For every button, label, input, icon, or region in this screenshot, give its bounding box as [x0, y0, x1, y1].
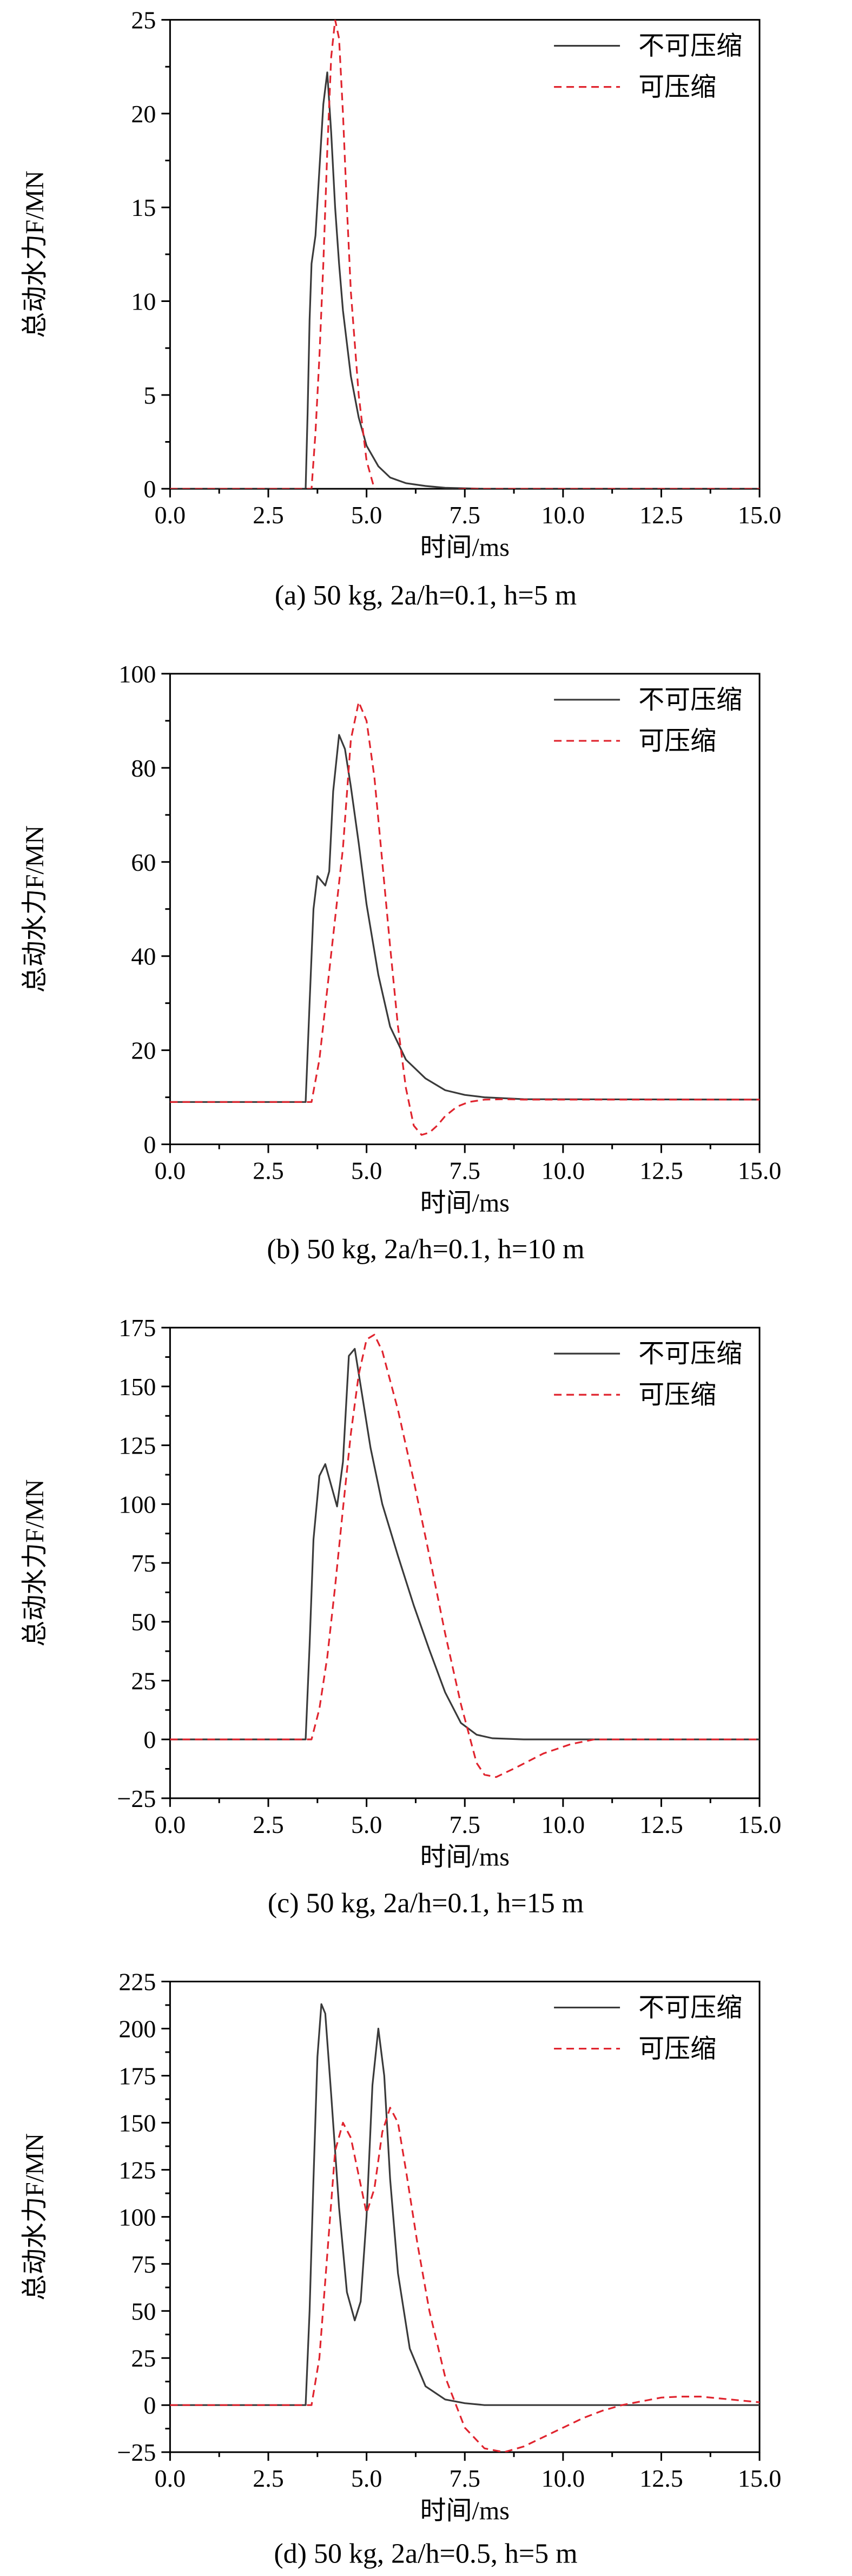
y-tick-label: 25	[131, 6, 156, 34]
chart-panel-c: 0.0 2.5 5.0 7.5 10.0 12.5 15.0 −25 0 25 50 75 100 125…	[21, 1314, 781, 1918]
y-tick-label: 40	[131, 943, 156, 970]
y-tick-label: 200	[118, 2015, 156, 2043]
y-axis-label: 总动水力F/MN	[21, 1479, 49, 1646]
y-tick-label: 80	[131, 754, 156, 782]
y-tick-label: 100	[118, 1490, 156, 1518]
x-tick-label: 5.0	[351, 501, 382, 529]
y-tick-label: 0	[143, 2391, 156, 2419]
x-tick-label: 15.0	[738, 501, 782, 529]
legend-label: 可压缩	[638, 727, 716, 755]
x-axis-label: 时间/ms	[420, 533, 510, 562]
y-tick-label: 20	[131, 1037, 156, 1064]
series-line-compressible	[170, 2107, 760, 2453]
y-tick-label: 75	[131, 1549, 156, 1577]
chart-panel-a: 0.0 2.5 5.0 7.5 10.0 12.5 15.0 0 5 10 15 20 25 时间/ms 总…	[21, 6, 781, 611]
y-tick-label: 25	[131, 2344, 156, 2372]
y-axis-label: 总动水力F/MN	[21, 825, 49, 993]
x-tick-label: 15.0	[738, 1157, 782, 1185]
x-tick-label: 12.5	[639, 2465, 683, 2492]
chart-panel-b: 0.0 2.5 5.0 7.5 10.0 12.5 15.0 0 20 40 60 80 100 时间/m…	[21, 660, 781, 1265]
x-tick-label: 10.0	[541, 1157, 585, 1185]
y-tick-label: −25	[117, 2439, 156, 2466]
y-tick-label: 25	[131, 1667, 156, 1694]
y-tick-label: 60	[131, 849, 156, 876]
y-tick-label: 125	[118, 1432, 156, 1460]
x-tick-label: 10.0	[541, 1811, 585, 1838]
x-tick-label: 7.5	[449, 1157, 480, 1185]
panel-caption: (b) 50 kg, 2a/h=0.1, h=10 m	[267, 1234, 584, 1265]
y-tick-label: 10	[131, 288, 156, 316]
y-tick-label: 125	[118, 2156, 156, 2184]
legend-label: 可压缩	[638, 2035, 716, 2064]
x-tick-label: 7.5	[449, 501, 480, 529]
y-tick-label: 50	[131, 2297, 156, 2325]
x-tick-label: 7.5	[449, 1811, 480, 1838]
chart-panel-d: 0.0 2.5 5.0 7.5 10.0 12.5 15.0 −25 0 25 50 75 100 125…	[21, 1968, 781, 2570]
x-tick-label: 2.5	[253, 501, 284, 529]
x-tick-label: 2.5	[253, 1157, 284, 1185]
legend-label: 不可压缩	[638, 1994, 742, 2022]
panel-caption: (c) 50 kg, 2a/h=0.1, h=15 m	[268, 1888, 584, 1918]
y-tick-label: 225	[118, 1968, 156, 1996]
series-line-compressible	[170, 701, 760, 1136]
x-tick-label: 12.5	[639, 1157, 683, 1185]
series-line-compressible	[170, 1333, 760, 1778]
y-tick-label: 0	[143, 1131, 156, 1159]
x-tick-label: 7.5	[449, 2465, 480, 2492]
x-tick-label: 0.0	[155, 1811, 186, 1838]
legend-label: 不可压缩	[638, 32, 742, 61]
x-tick-label: 0.0	[155, 2465, 186, 2492]
legend-label: 不可压缩	[638, 686, 742, 714]
x-tick-label: 12.5	[639, 1811, 683, 1838]
y-axis-label: 总动水力F/MN	[21, 170, 49, 338]
x-tick-label: 12.5	[639, 501, 683, 529]
x-tick-label: 5.0	[351, 1811, 382, 1838]
x-tick-label: 5.0	[351, 2465, 382, 2492]
y-tick-label: 75	[131, 2250, 156, 2278]
series-line-incompressible	[170, 2003, 760, 2406]
panel-caption: (d) 50 kg, 2a/h=0.5, h=5 m	[274, 2539, 577, 2570]
x-tick-label: 10.0	[541, 2465, 585, 2492]
x-tick-label: 15.0	[738, 1811, 782, 1838]
x-tick-label: 5.0	[351, 1157, 382, 1185]
y-tick-label: 100	[118, 660, 156, 688]
panel-caption: (a) 50 kg, 2a/h=0.1, h=5 m	[275, 580, 577, 611]
x-tick-label: 0.0	[155, 1157, 186, 1185]
y-tick-label: 50	[131, 1608, 156, 1636]
y-tick-label: 5	[143, 382, 156, 409]
y-tick-label: 175	[118, 2062, 156, 2089]
x-axis-label: 时间/ms	[420, 1843, 510, 1871]
y-tick-label: 150	[118, 2109, 156, 2137]
series-line-incompressible	[170, 734, 760, 1103]
legend-label: 可压缩	[638, 1381, 716, 1409]
series-line-incompressible	[170, 1348, 760, 1740]
series-line-incompressible	[170, 71, 760, 489]
y-tick-label: 0	[143, 475, 156, 503]
y-tick-label: 15	[131, 194, 156, 221]
y-tick-label: 150	[118, 1373, 156, 1401]
x-tick-label: 2.5	[253, 2465, 284, 2492]
y-tick-label: 175	[118, 1314, 156, 1342]
y-tick-label: 0	[143, 1726, 156, 1753]
y-axis-label: 总动水力F/MN	[21, 2133, 49, 2301]
x-tick-label: 10.0	[541, 501, 585, 529]
legend-label: 不可压缩	[638, 1339, 742, 1368]
x-tick-label: 0.0	[155, 501, 186, 529]
legend-label: 可压缩	[638, 73, 716, 102]
y-tick-label: −25	[117, 1785, 156, 1812]
y-tick-label: 100	[118, 2203, 156, 2231]
x-tick-label: 2.5	[253, 1811, 284, 1838]
x-tick-label: 15.0	[738, 2465, 782, 2492]
y-tick-label: 20	[131, 100, 156, 128]
x-axis-label: 时间/ms	[420, 1189, 510, 1218]
x-axis-label: 时间/ms	[420, 2496, 510, 2525]
